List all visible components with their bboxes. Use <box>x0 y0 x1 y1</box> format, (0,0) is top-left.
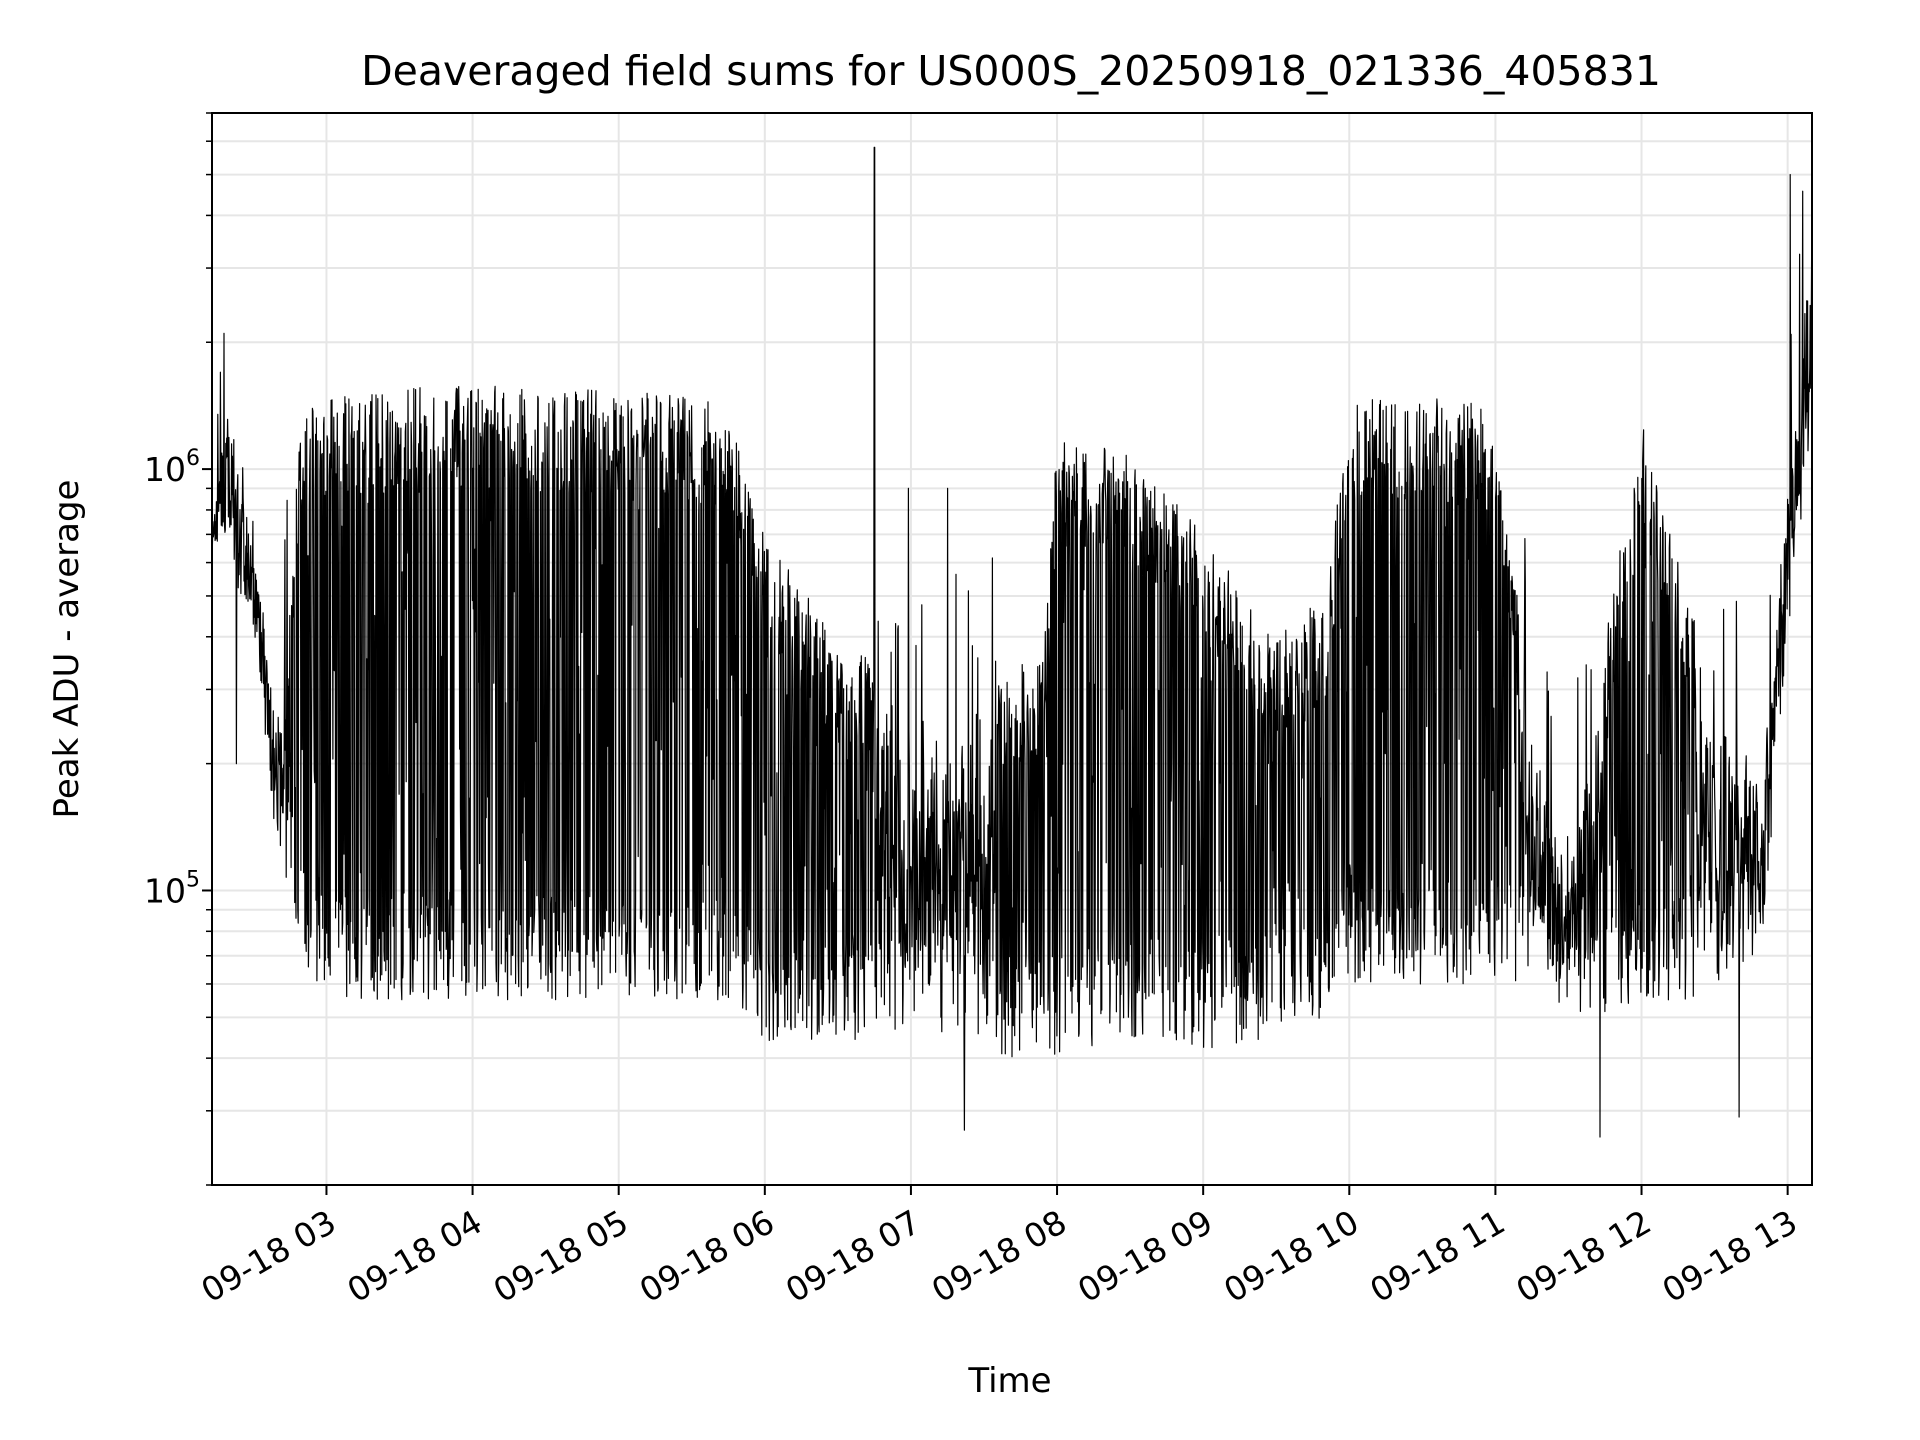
series-line <box>211 146 1813 1138</box>
y-axis: 105 106 <box>144 112 212 1186</box>
y-tick-label: 106 <box>144 446 200 489</box>
x-axis-label: Time <box>967 1361 1051 1401</box>
chart-title: Deaveraged field sums for US000S_2025091… <box>361 47 1661 95</box>
plot-frame <box>211 112 1813 1186</box>
y-tick-label: 105 <box>144 867 200 910</box>
y-axis-label: Peak ADU - average <box>47 480 87 819</box>
series-path <box>211 146 1813 1138</box>
